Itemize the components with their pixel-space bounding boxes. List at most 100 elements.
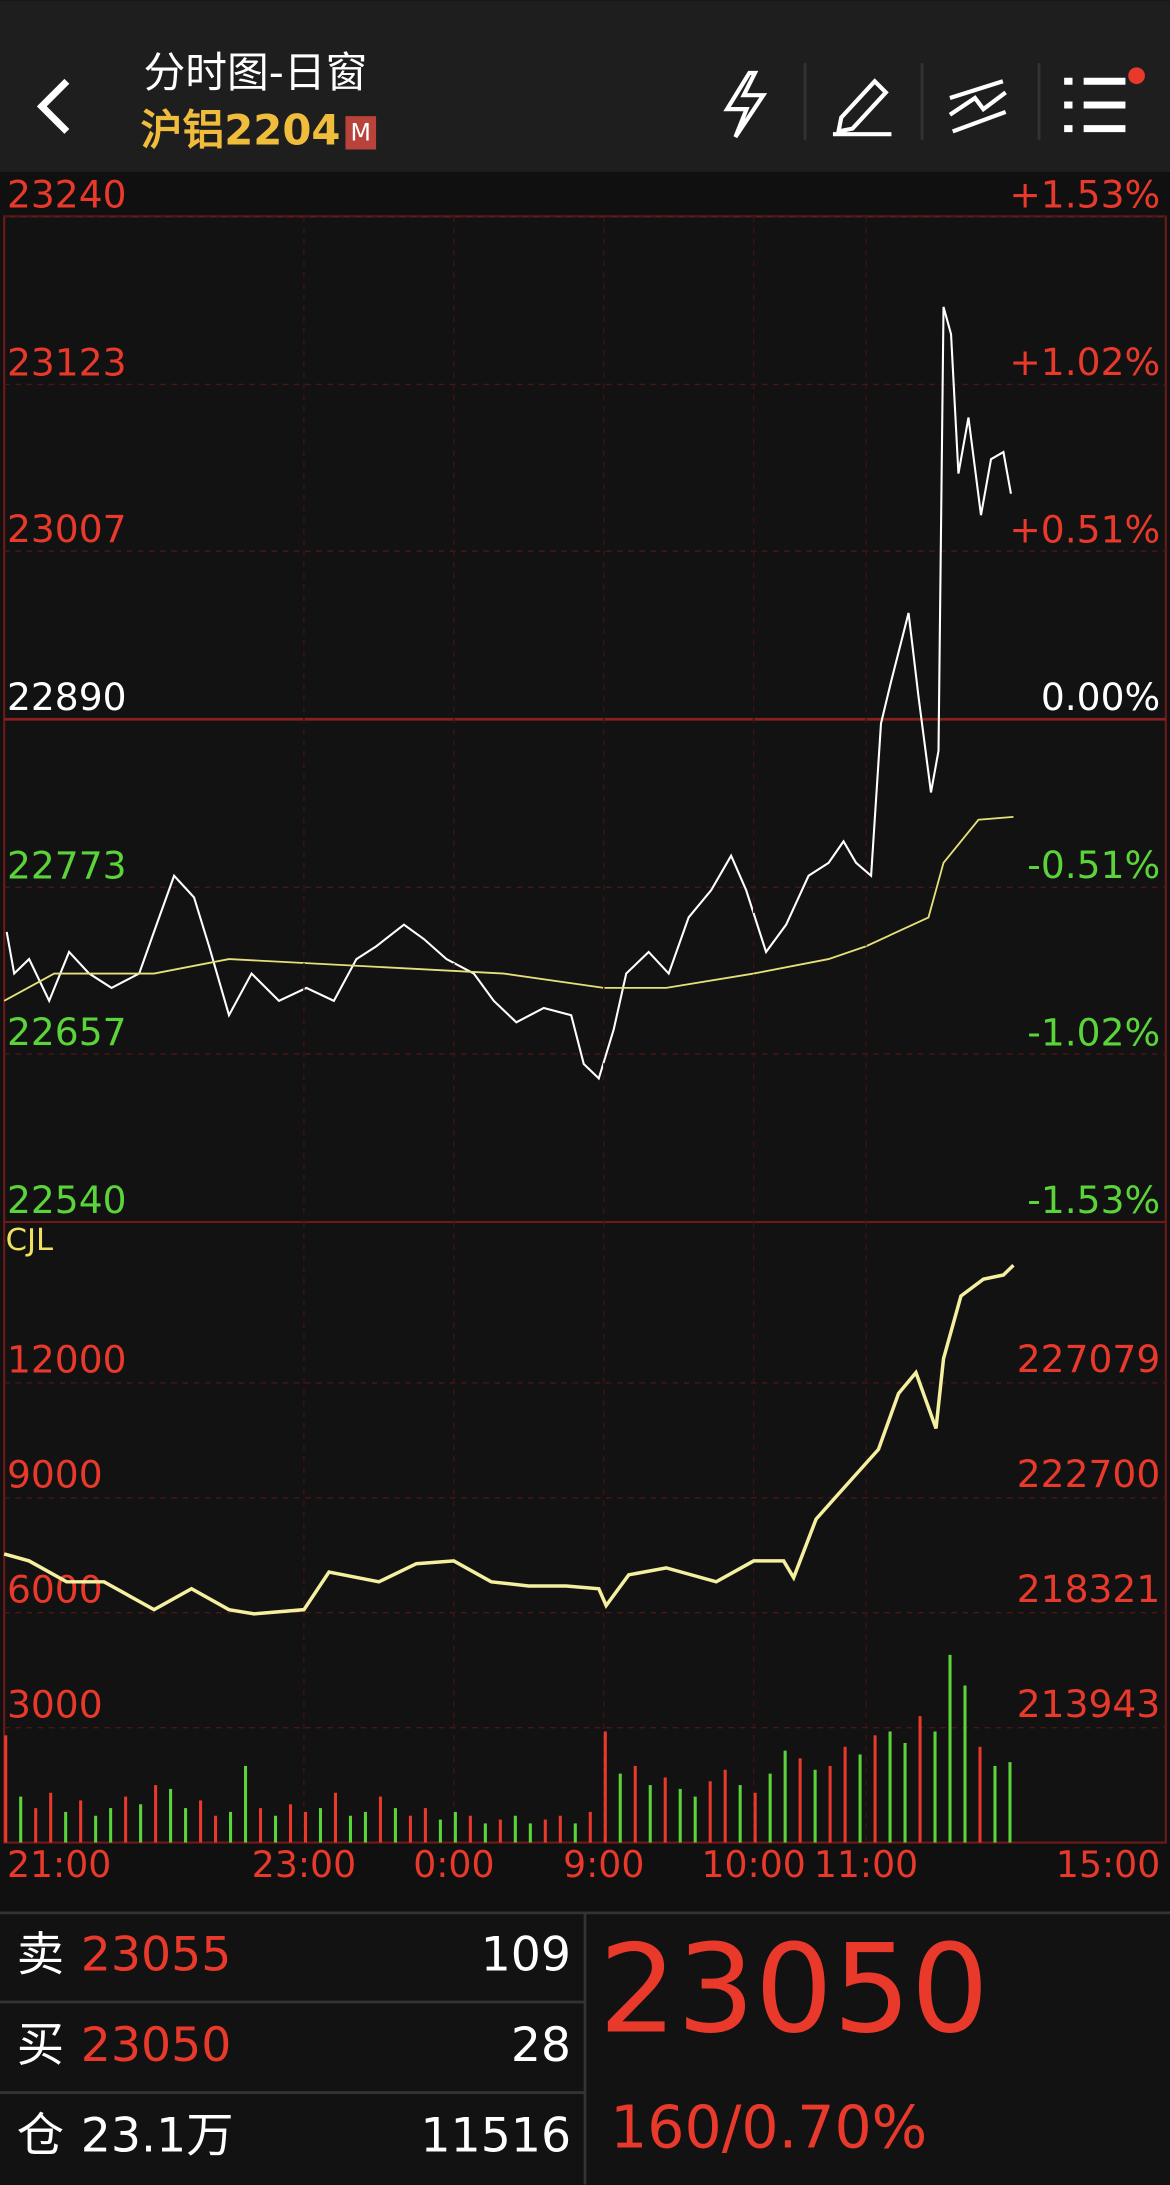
volume-bar	[288, 1804, 293, 1843]
y2-tick-label: 227079	[1017, 1337, 1161, 1381]
quote-table: 卖 23055 109 买 23050 28 仓 23.1万 11516	[17, 1927, 571, 2163]
x-tick-label: 11:00	[814, 1843, 918, 1886]
volume-bar	[64, 1811, 68, 1843]
volume-bar	[258, 1808, 263, 1843]
y-tick-label: 22657	[7, 1010, 127, 1054]
volume-bar	[393, 1808, 397, 1843]
volume-bar	[273, 1815, 278, 1843]
y2-tick-label: -1.53%	[1027, 1178, 1160, 1222]
volume-bar	[438, 1819, 442, 1843]
volume-bar	[19, 1796, 23, 1843]
volume-bar	[513, 1815, 517, 1843]
page-title: 分时图-日窗	[143, 48, 367, 97]
change: 160/0.70%	[610, 2094, 927, 2162]
volume-bar	[603, 1731, 607, 1843]
volume-bar	[918, 1716, 922, 1843]
volume-bar	[693, 1796, 697, 1843]
volume-bar	[528, 1823, 532, 1843]
volume-bar	[109, 1808, 113, 1843]
row-label: 卖	[17, 1927, 64, 1982]
volume-bar	[858, 1754, 862, 1843]
volume-bar	[423, 1808, 427, 1843]
volume-bar	[888, 1731, 892, 1843]
plot-frame	[3, 1220, 1167, 1844]
volume-bar	[214, 1815, 218, 1843]
x-tick-label: 0:00	[413, 1843, 494, 1886]
y-tick-label: 23123	[7, 340, 127, 384]
x-tick-label: 21:00	[7, 1843, 111, 1886]
x-tick-label: 15:00	[1056, 1843, 1160, 1886]
volume-bar	[768, 1773, 772, 1843]
x-tick-label: 9:00	[563, 1843, 644, 1886]
volume-bar	[558, 1815, 562, 1843]
volume-bar	[498, 1819, 502, 1843]
header-bar	[0, 0, 1170, 172]
volume-bar	[244, 1765, 248, 1843]
volume-bar	[738, 1785, 742, 1843]
volume-bar	[333, 1792, 337, 1843]
volume-bar	[79, 1800, 83, 1843]
badge: M	[351, 119, 371, 147]
indicator-icon[interactable]	[948, 79, 1007, 134]
y-tick-label: 22773	[7, 843, 127, 887]
x-tick-label: 10:00	[701, 1843, 805, 1886]
notification-dot	[1128, 67, 1145, 85]
volume-bar	[303, 1811, 308, 1843]
price-line	[3, 815, 1014, 1002]
volume-bar	[154, 1785, 158, 1843]
y2-tick-label: -0.51%	[1027, 843, 1160, 887]
menu-icon[interactable]	[1064, 77, 1126, 133]
last-price: 23050	[599, 1918, 989, 2061]
row-volume: 109	[481, 1927, 571, 1982]
volume-bar	[184, 1808, 188, 1843]
volume-bar	[708, 1781, 712, 1843]
y-tick-label: 22890	[7, 675, 127, 719]
volume-bar	[978, 1746, 982, 1843]
volume-bar	[933, 1731, 937, 1843]
draw-icon[interactable]	[832, 78, 892, 137]
volume-bar	[363, 1811, 367, 1843]
row-price: 23055	[81, 1927, 232, 1982]
volume-bar	[753, 1792, 757, 1843]
volume-bar	[94, 1815, 98, 1843]
volume-bar	[348, 1815, 352, 1843]
y2-tick-label: 213943	[1017, 1682, 1161, 1726]
volume-bar	[34, 1808, 38, 1843]
volume-bar	[828, 1765, 832, 1843]
volume-bar	[543, 1819, 547, 1843]
volume-bar	[169, 1788, 173, 1843]
volume-bar	[843, 1746, 847, 1843]
y2-tick-label: +1.02%	[1009, 340, 1160, 384]
volume-bar	[1008, 1762, 1012, 1843]
y2-tick-label: 0.00%	[1041, 675, 1160, 719]
volume-bar	[139, 1804, 143, 1843]
row-label: 买	[17, 2018, 64, 2073]
volume-bar	[483, 1823, 487, 1843]
flash-icon[interactable]	[723, 70, 768, 139]
volume-bar	[633, 1765, 637, 1843]
volume-bar	[408, 1815, 412, 1843]
volume-bar	[468, 1815, 472, 1843]
volume-bar	[723, 1769, 727, 1843]
row-label: 仓	[17, 2109, 64, 2164]
y2-tick-label: 222700	[1017, 1452, 1161, 1496]
volume-bar	[903, 1742, 907, 1843]
indicator-name: CJL	[6, 1223, 53, 1258]
volume-bar	[783, 1750, 787, 1843]
volume-bar	[678, 1788, 682, 1843]
y2-tick-label: +0.51%	[1009, 508, 1160, 552]
y-tick-label: 22540	[7, 1178, 127, 1222]
back-button[interactable]	[36, 78, 70, 134]
volume-bar	[229, 1811, 233, 1843]
row-price: 23.1万	[81, 2109, 234, 2164]
volume-bar	[948, 1654, 952, 1843]
volume-bar	[378, 1796, 382, 1843]
badge-box	[345, 116, 377, 150]
volume-bar	[963, 1685, 967, 1843]
volume-bar	[49, 1792, 53, 1843]
volume-bar	[4, 1735, 8, 1843]
volume-bar	[798, 1758, 802, 1843]
open-interest-line	[3, 1263, 1015, 1616]
